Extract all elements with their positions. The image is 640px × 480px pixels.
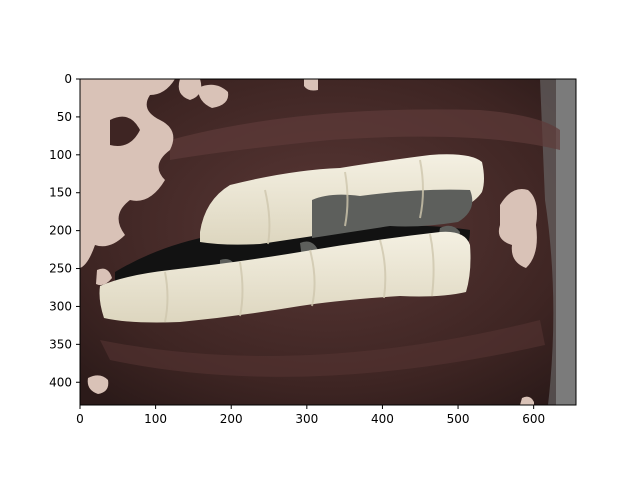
skin-patch-left bbox=[80, 79, 175, 268]
x-tick-label: 100 bbox=[144, 412, 167, 426]
lower-lip-highlight bbox=[100, 320, 545, 377]
y-tick-label: 300 bbox=[49, 299, 72, 313]
y-tick-label: 250 bbox=[49, 262, 72, 276]
x-tick-label: 400 bbox=[371, 412, 394, 426]
image-plot bbox=[80, 79, 576, 405]
lower-teeth bbox=[99, 231, 471, 323]
y-tick-label: 350 bbox=[49, 337, 72, 351]
masked-region-upper bbox=[312, 189, 473, 238]
skin-patch-bottom-left bbox=[87, 375, 109, 394]
tooth-lines bbox=[164, 159, 435, 323]
chin-shadow bbox=[540, 79, 576, 405]
y-tick-label: 400 bbox=[49, 375, 72, 389]
x-tick-label: 500 bbox=[447, 412, 470, 426]
skin-patch-top-2 bbox=[198, 84, 229, 108]
y-axis: 0 50 100 150 200 250 300 350 400 bbox=[49, 72, 80, 389]
skin-patch-top-3 bbox=[304, 79, 318, 91]
skin-patch-top-1 bbox=[178, 79, 202, 100]
x-tick-label: 0 bbox=[76, 412, 84, 426]
skin-patch-top-4 bbox=[142, 83, 158, 93]
y-tick-label: 50 bbox=[57, 110, 72, 124]
skin-patch-mid-left bbox=[96, 268, 112, 286]
x-axis: 0 100 200 300 400 500 600 bbox=[76, 405, 545, 426]
x-tick-label: 200 bbox=[220, 412, 243, 426]
axes-frame bbox=[79, 78, 577, 406]
skin-patch-right bbox=[498, 189, 537, 268]
y-tick-label: 200 bbox=[49, 224, 72, 238]
y-tick-label: 100 bbox=[49, 148, 72, 162]
y-tick-label: 0 bbox=[64, 72, 72, 86]
skin-patch-bottom-right bbox=[520, 396, 534, 405]
x-tick-label: 300 bbox=[295, 412, 318, 426]
upper-lip-highlight bbox=[170, 109, 560, 160]
skin-patch-left-inner bbox=[110, 116, 140, 146]
y-tick-label: 150 bbox=[49, 186, 72, 200]
x-tick-label: 600 bbox=[522, 412, 545, 426]
